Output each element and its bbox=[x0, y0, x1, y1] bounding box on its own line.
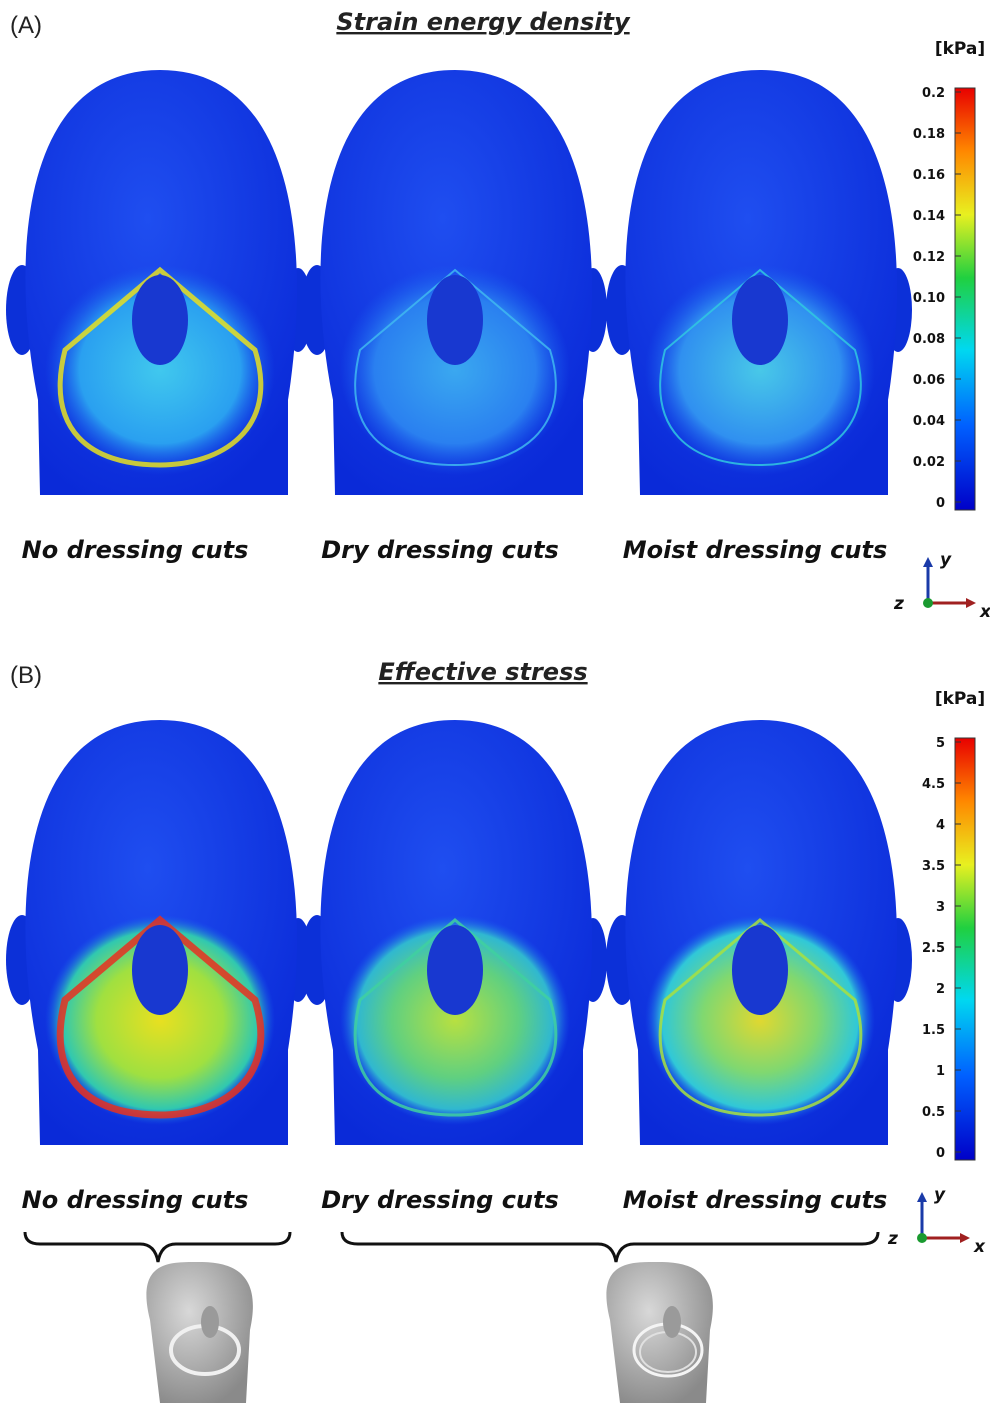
arrow-head bbox=[923, 557, 933, 567]
colorbar-label: 0.10 bbox=[913, 291, 945, 306]
arrow-head bbox=[966, 598, 976, 608]
axis-label: x bbox=[979, 602, 990, 622]
axis-label: y bbox=[940, 550, 952, 570]
head-plot bbox=[606, 720, 912, 1145]
panel-label: (B) bbox=[10, 662, 42, 689]
strain-ring bbox=[659, 268, 862, 467]
nose bbox=[732, 925, 788, 1015]
colorbar-label: 0 bbox=[936, 496, 945, 511]
gray-head-icon bbox=[146, 1261, 253, 1403]
head-plot bbox=[301, 720, 607, 1145]
nose bbox=[427, 275, 483, 365]
colorbar-label: 0.06 bbox=[913, 373, 945, 388]
brace bbox=[23, 1231, 292, 1263]
colorbar-label: 0.14 bbox=[913, 209, 945, 224]
nose bbox=[732, 275, 788, 365]
head-label: No dressing cuts bbox=[22, 536, 249, 564]
axis-label: z bbox=[893, 594, 904, 614]
nose bbox=[427, 925, 483, 1015]
nose bbox=[132, 275, 188, 365]
strain-ring bbox=[354, 268, 557, 467]
colorbar-label: 1.5 bbox=[922, 1023, 945, 1038]
head-plot bbox=[6, 70, 312, 495]
colorbar-label: 2.5 bbox=[922, 941, 945, 956]
strain-ring bbox=[56, 915, 265, 1119]
panel-label: (A) bbox=[10, 12, 42, 39]
panel-title: Effective stress bbox=[378, 658, 587, 686]
strain-ring bbox=[353, 918, 558, 1117]
unit: [kPa] bbox=[935, 39, 985, 59]
colorbar-label: 4 bbox=[936, 818, 945, 833]
colorbar-label: 0.12 bbox=[913, 250, 945, 265]
colorbar-label: 0.2 bbox=[922, 86, 945, 101]
colorbar-label: 1 bbox=[936, 1064, 945, 1079]
colorbar bbox=[954, 87, 976, 511]
colorbar-label: 5 bbox=[936, 736, 945, 751]
colorbar-label: 0.08 bbox=[913, 332, 945, 347]
axis-label: y bbox=[934, 1185, 946, 1205]
colorbar-label: 3 bbox=[936, 900, 945, 915]
colorbar bbox=[954, 737, 976, 1161]
strain-ring bbox=[57, 266, 264, 468]
z-axis-dot bbox=[917, 1233, 927, 1243]
strain-ring bbox=[658, 918, 863, 1117]
colorbar-label: 0.04 bbox=[913, 414, 945, 429]
panel: (B) Effective stress No dressing cuts Dry d… bbox=[6, 658, 986, 1257]
colorbar-label: 0.16 bbox=[913, 168, 945, 183]
arrow-head bbox=[960, 1233, 970, 1243]
panel: (A) Strain energy density No dressing cuts… bbox=[6, 8, 990, 622]
colorbar-label: 0.5 bbox=[922, 1105, 945, 1120]
colorbar-label: 4.5 bbox=[922, 777, 945, 792]
head-plot bbox=[606, 70, 912, 495]
head-label: Dry dressing cuts bbox=[321, 536, 559, 564]
head-label: Moist dressing cuts bbox=[623, 536, 888, 564]
colorbar-label: 0.18 bbox=[913, 127, 945, 142]
colorbar-label: 3.5 bbox=[922, 859, 945, 874]
head-label: Moist dressing cuts bbox=[623, 1186, 888, 1214]
colorbar-label: 0 bbox=[936, 1146, 945, 1161]
brace bbox=[340, 1231, 880, 1263]
head-plot bbox=[301, 70, 607, 495]
colorbar-label: 2 bbox=[936, 982, 945, 997]
axis-label: z bbox=[887, 1229, 898, 1249]
panel-title: Strain energy density bbox=[336, 8, 631, 36]
z-axis-dot bbox=[923, 598, 933, 608]
arrow-head bbox=[917, 1192, 927, 1202]
unit: [kPa] bbox=[935, 689, 985, 709]
nose bbox=[132, 925, 188, 1015]
head-label: Dry dressing cuts bbox=[321, 1186, 559, 1214]
colorbar-label: 0.02 bbox=[913, 455, 945, 470]
head-plot bbox=[6, 720, 312, 1145]
axis-label: x bbox=[973, 1237, 986, 1257]
head-label: No dressing cuts bbox=[22, 1186, 249, 1214]
gray-head-icon bbox=[606, 1261, 713, 1403]
